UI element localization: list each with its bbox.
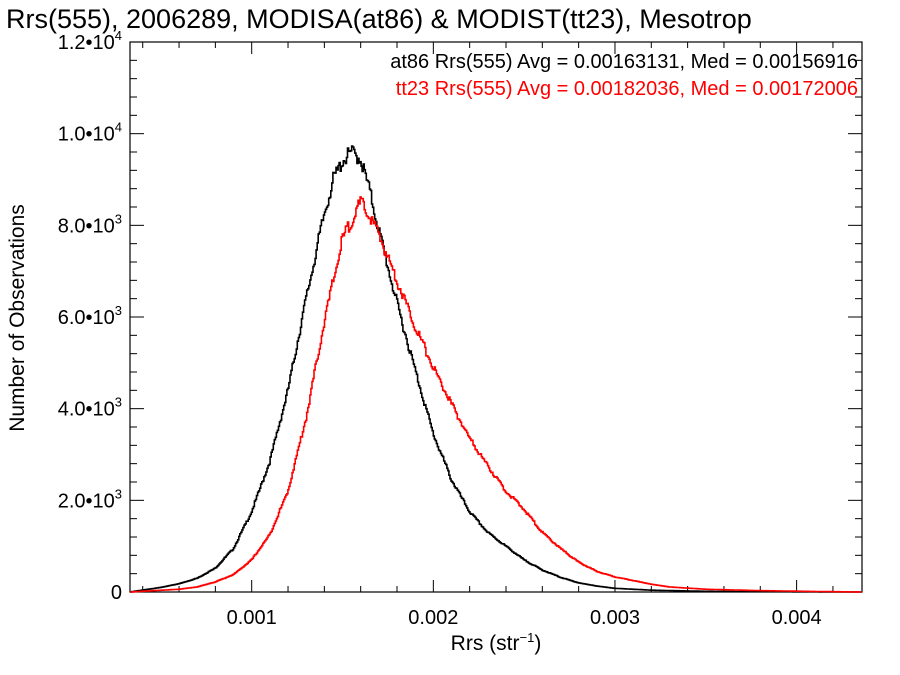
y-tick-label: 1.2•104: [58, 28, 122, 54]
chart-title: Rrs(555), 2006289, MODISA(at86) & MODIST…: [6, 4, 752, 34]
y-tick-label: 1.0•104: [58, 120, 122, 146]
y-tick-label: 4.0•103: [58, 395, 122, 421]
legend-entry-tt23: tt23 Rrs(555) Avg = 0.00182036, Med = 0.…: [395, 78, 858, 100]
legend-entry-at86: at86 Rrs(555) Avg = 0.00163131, Med = 0.…: [390, 51, 858, 73]
x-tick-label: 0.003: [590, 607, 640, 629]
y-tick-label: 0: [111, 582, 122, 604]
x-tick-label: 0.002: [408, 607, 458, 629]
y-tick-label: 6.0•103: [58, 303, 122, 329]
x-axis-label: Rrs (str−1): [450, 630, 542, 655]
plot-frame: [129, 41, 863, 593]
y-tick-label: 8.0•103: [58, 211, 122, 237]
series-at86-line: [130, 145, 862, 593]
y-tick-label: 2.0•103: [58, 486, 122, 512]
series-tt23-line: [130, 196, 862, 593]
x-tick-label: 0.004: [772, 607, 822, 629]
x-tick-label: 0.001: [227, 607, 277, 629]
